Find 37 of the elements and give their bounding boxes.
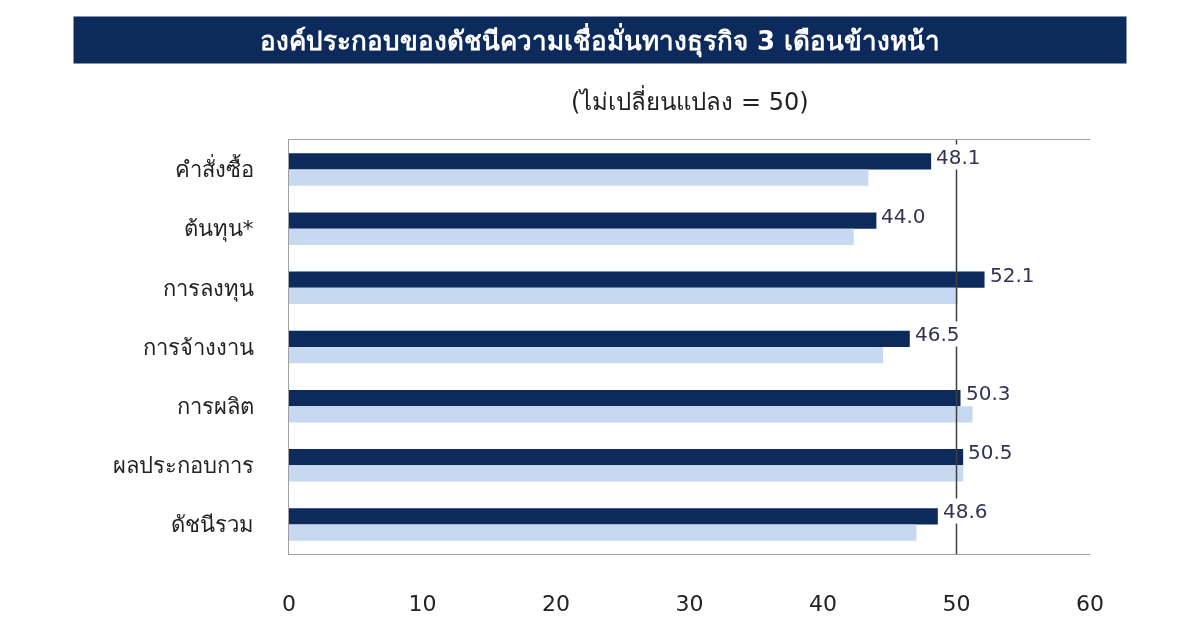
- bar: [289, 465, 964, 482]
- bar: [289, 449, 964, 466]
- y-tick-label: การจ้างงาน: [142, 334, 254, 360]
- data-label: 48.1: [936, 145, 981, 169]
- y-tick-label: ผลประกอบการ: [112, 452, 254, 478]
- bar: [289, 389, 961, 407]
- data-label: 50.3: [966, 381, 1011, 405]
- y-tick-label: การลงทุน: [162, 275, 254, 302]
- chart-subtitle: (ไม่เปลี่ยนแปลง = 50): [571, 85, 809, 116]
- bar: [289, 212, 877, 229]
- bar: [289, 406, 973, 423]
- y-tick-label: การผลิต: [176, 393, 254, 419]
- x-tick-label: 20: [542, 591, 570, 617]
- data-label: 52.1: [990, 263, 1035, 287]
- data-label: 50.5: [968, 440, 1013, 464]
- data-label: 44.0: [881, 204, 926, 228]
- data-label: 46.5: [915, 322, 960, 346]
- data-label: 48.6: [943, 499, 988, 523]
- x-tick-label: 0: [282, 591, 296, 617]
- x-tick-label: 60: [1076, 591, 1104, 617]
- x-tick-label: 40: [809, 591, 837, 617]
- y-tick-label: ดัชนีรวม: [170, 512, 254, 538]
- bar: [289, 287, 958, 305]
- bar: [289, 153, 932, 170]
- bar: [289, 347, 884, 364]
- y-tick-label: คำสั่งซื้อ: [174, 154, 254, 183]
- bar: [289, 169, 869, 186]
- bar: [289, 330, 910, 347]
- x-tick-label: 30: [675, 591, 704, 617]
- bar: [289, 524, 917, 541]
- chart-title: องค์ประกอบของดัชนีความเชื่อมั่นทางธุรกิจ 3 เดือนข้างหน้า: [259, 22, 941, 58]
- x-tick-label: 10: [408, 591, 437, 617]
- x-tick-label: 50: [942, 591, 971, 617]
- bar: [289, 228, 854, 245]
- bar: [289, 508, 938, 525]
- y-tick-label: ต้นทุน*: [183, 216, 254, 243]
- bar: [289, 271, 985, 288]
